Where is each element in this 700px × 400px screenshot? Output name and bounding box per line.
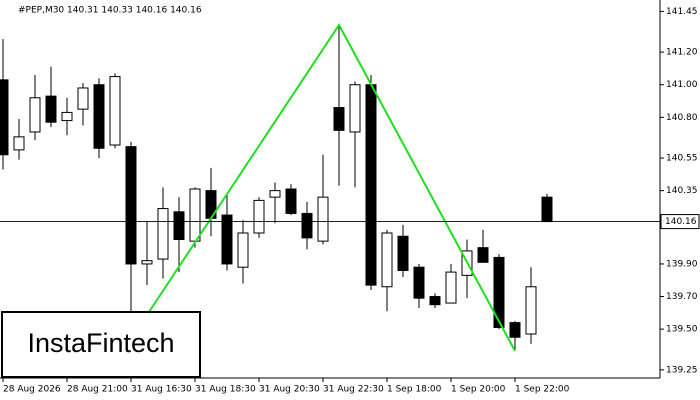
x-tick-label: 28 Aug 21:00 bbox=[67, 385, 128, 395]
candle-body bbox=[109, 76, 121, 146]
x-tick-label: 31 Aug 18:30 bbox=[195, 385, 256, 395]
y-tick-label: 141.20 bbox=[666, 48, 698, 58]
candle-body bbox=[429, 296, 441, 306]
candle-body bbox=[381, 232, 393, 288]
y-tick-label: 139.50 bbox=[666, 325, 698, 335]
candle-body bbox=[173, 211, 185, 241]
candle-body bbox=[413, 266, 425, 299]
candle-body bbox=[77, 87, 89, 110]
candle-body bbox=[349, 84, 361, 133]
candle-body bbox=[157, 208, 169, 260]
candle-body bbox=[13, 136, 25, 151]
candle-body bbox=[397, 235, 409, 271]
candle-body bbox=[141, 260, 153, 265]
candle-body bbox=[61, 111, 73, 122]
x-tick-label: 31 Aug 16:30 bbox=[131, 385, 192, 395]
candle-body bbox=[45, 95, 57, 123]
y-tick-label: 141.00 bbox=[666, 80, 698, 90]
x-tick-label: 1 Sep 20:00 bbox=[451, 385, 506, 395]
candle-body bbox=[221, 214, 233, 265]
candle-body bbox=[301, 212, 313, 239]
candle-body bbox=[29, 97, 41, 133]
candle-body bbox=[317, 196, 329, 242]
candle-body bbox=[445, 271, 457, 304]
candles bbox=[0, 24, 553, 351]
x-tick-label: 1 Sep 22:00 bbox=[515, 385, 570, 395]
candle-body bbox=[333, 107, 345, 131]
x-tick-label: 31 Aug 20:30 bbox=[259, 385, 320, 395]
pattern-line bbox=[144, 23, 516, 352]
logo-box bbox=[1, 311, 201, 378]
x-tick-label: 1 Sep 18:00 bbox=[387, 385, 442, 395]
candle-body bbox=[189, 188, 201, 242]
candle-body bbox=[237, 232, 249, 268]
candle-body bbox=[493, 256, 505, 328]
y-tick-label: 140.35 bbox=[666, 186, 698, 196]
logo: InstaFintech bbox=[27, 328, 174, 358]
y-tick-label: 139.90 bbox=[666, 259, 698, 269]
candle-body bbox=[0, 79, 9, 156]
y-tick-label: 140.55 bbox=[666, 154, 698, 164]
candle-body bbox=[477, 247, 489, 263]
candle-body bbox=[525, 286, 537, 335]
y-tick-label: 140.80 bbox=[666, 113, 698, 123]
y-tick-label: 141.45 bbox=[666, 7, 698, 17]
y-tick-label: 139.25 bbox=[666, 365, 698, 375]
current-price-box bbox=[660, 214, 700, 230]
x-tick-label: 28 Aug 2026 bbox=[3, 385, 61, 395]
header: #PEP,M30 140.31 140.33 140.16 140.16 bbox=[18, 6, 202, 16]
current-price-label: 140.16 bbox=[665, 217, 697, 227]
candle-body bbox=[509, 322, 521, 338]
candle-body bbox=[269, 190, 281, 198]
candle-body bbox=[365, 84, 377, 286]
candle-body bbox=[125, 146, 137, 265]
candle-body bbox=[93, 84, 105, 149]
candle-body bbox=[541, 196, 553, 223]
y-tick-label: 139.70 bbox=[666, 292, 698, 302]
candle-body bbox=[253, 199, 265, 234]
candle-body bbox=[285, 188, 297, 214]
x-tick-label: 31 Aug 22:30 bbox=[323, 385, 384, 395]
